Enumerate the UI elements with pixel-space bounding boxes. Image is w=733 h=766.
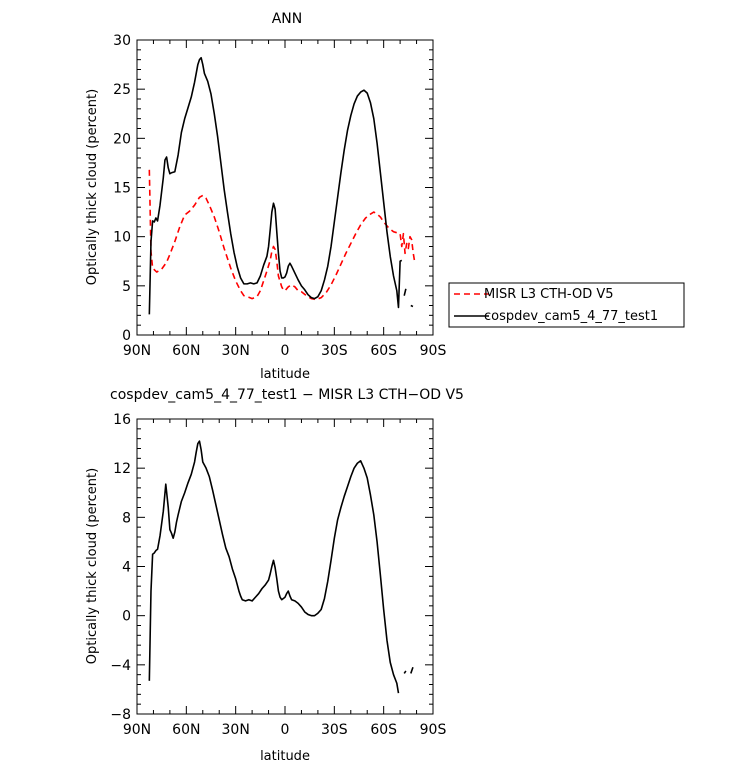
bottom-x-tick-label: 60N <box>172 722 200 738</box>
top-plot-frame <box>136 39 434 336</box>
bottom-x-tick-label: 90N <box>123 722 151 738</box>
bottom-x-tick-label: 30S <box>321 722 348 738</box>
top-y-tick-label: 0 <box>122 328 131 344</box>
top-series-line-cospdev-cam5-4-77-test1 <box>148 56 403 315</box>
bottom-x-tick-label: 30N <box>222 722 250 738</box>
bottom-x-tick-label: 0 <box>281 722 290 738</box>
legend-label-misr: MISR L3 CTH-OD V5 <box>484 287 614 302</box>
top-y-tick-label: 25 <box>113 82 131 98</box>
legend-box <box>448 282 685 328</box>
top-x-tick-label: 30N <box>222 343 250 359</box>
top-x-tick-label: 60S <box>370 343 397 359</box>
top-x-tick-label: 90N <box>123 343 151 359</box>
bottom-x-axis-label: latitude <box>260 749 310 764</box>
bottom-x-tick-label: 60S <box>370 722 397 738</box>
bottom-y-tick-label: −4 <box>110 658 131 674</box>
top-series-line-cospdev-cam5-4-77-test1 <box>403 288 407 296</box>
top-x-axis-label: latitude <box>260 367 310 382</box>
top-series-line-misr-l3-cth-od-v5 <box>148 169 416 301</box>
legend: MISR L3 CTH-OD V5 cospdev_cam5_4_77_test… <box>448 282 685 328</box>
top-chart-title: ANN <box>272 11 303 27</box>
top-y-tick-label: 15 <box>113 181 131 197</box>
bottom-y-tick-label: 12 <box>113 461 131 477</box>
top-y-tick-label: 30 <box>113 33 131 49</box>
bottom-panel: cospdev_cam5_4_77_test1 − MISR L3 CTH−OD… <box>85 387 464 764</box>
top-x-tick-label: 0 <box>281 343 290 359</box>
top-y-tick-label: 20 <box>113 131 131 147</box>
bottom-y-axis-label: Optically thick cloud (percent) <box>85 468 100 664</box>
top-x-tick-label: 30S <box>321 343 348 359</box>
top-series-line-cospdev-cam5-4-77-test1 <box>410 304 414 308</box>
bottom-y-tick-label: −8 <box>110 707 131 723</box>
top-x-tick-label: 60N <box>172 343 200 359</box>
legend-label-cospdev: cospdev_cam5_4_77_test1 <box>484 309 658 324</box>
top-y-tick-label: 5 <box>122 279 131 295</box>
top-x-tick-label: 90S <box>420 343 447 359</box>
top-y-axis-label: Optically thick cloud (percent) <box>85 89 100 285</box>
bottom-y-tick-label: 0 <box>122 609 131 625</box>
bottom-chart-title: cospdev_cam5_4_77_test1 − MISR L3 CTH−OD… <box>110 387 464 403</box>
bottom-y-tick-label: 4 <box>122 560 131 576</box>
top-y-tick-label: 10 <box>113 230 131 246</box>
bottom-series-line-series-0 <box>148 440 400 694</box>
top-panel: ANN Optically thick cloud (percent) lati… <box>85 11 446 382</box>
bottom-y-tick-label: 16 <box>113 412 131 428</box>
bottom-x-tick-label: 90S <box>420 722 447 738</box>
bottom-series-line-series-0 <box>403 670 407 674</box>
bottom-series-line-series-0 <box>410 667 414 674</box>
bottom-plot-frame <box>136 418 434 715</box>
bottom-y-tick-label: 8 <box>122 510 131 526</box>
